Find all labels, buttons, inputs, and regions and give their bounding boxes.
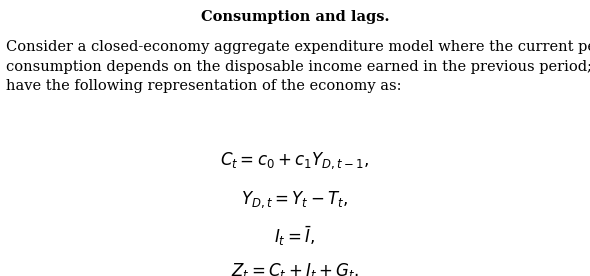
Text: $Y_{D,t} = Y_t - T_t,$: $Y_{D,t} = Y_t - T_t,$	[241, 189, 349, 210]
Text: Consider a closed-economy aggregate expenditure model where the current period’s: Consider a closed-economy aggregate expe…	[6, 40, 590, 93]
Text: Consumption and lags.: Consumption and lags.	[201, 10, 389, 24]
Text: $I_t = \bar{I},$: $I_t = \bar{I},$	[274, 225, 316, 248]
Text: $C_t = c_0 + c_1 Y_{D,t-1},$: $C_t = c_0 + c_1 Y_{D,t-1},$	[221, 150, 369, 171]
Text: $Z_t = C_t + I_t + G_t.$: $Z_t = C_t + I_t + G_t.$	[231, 261, 359, 276]
